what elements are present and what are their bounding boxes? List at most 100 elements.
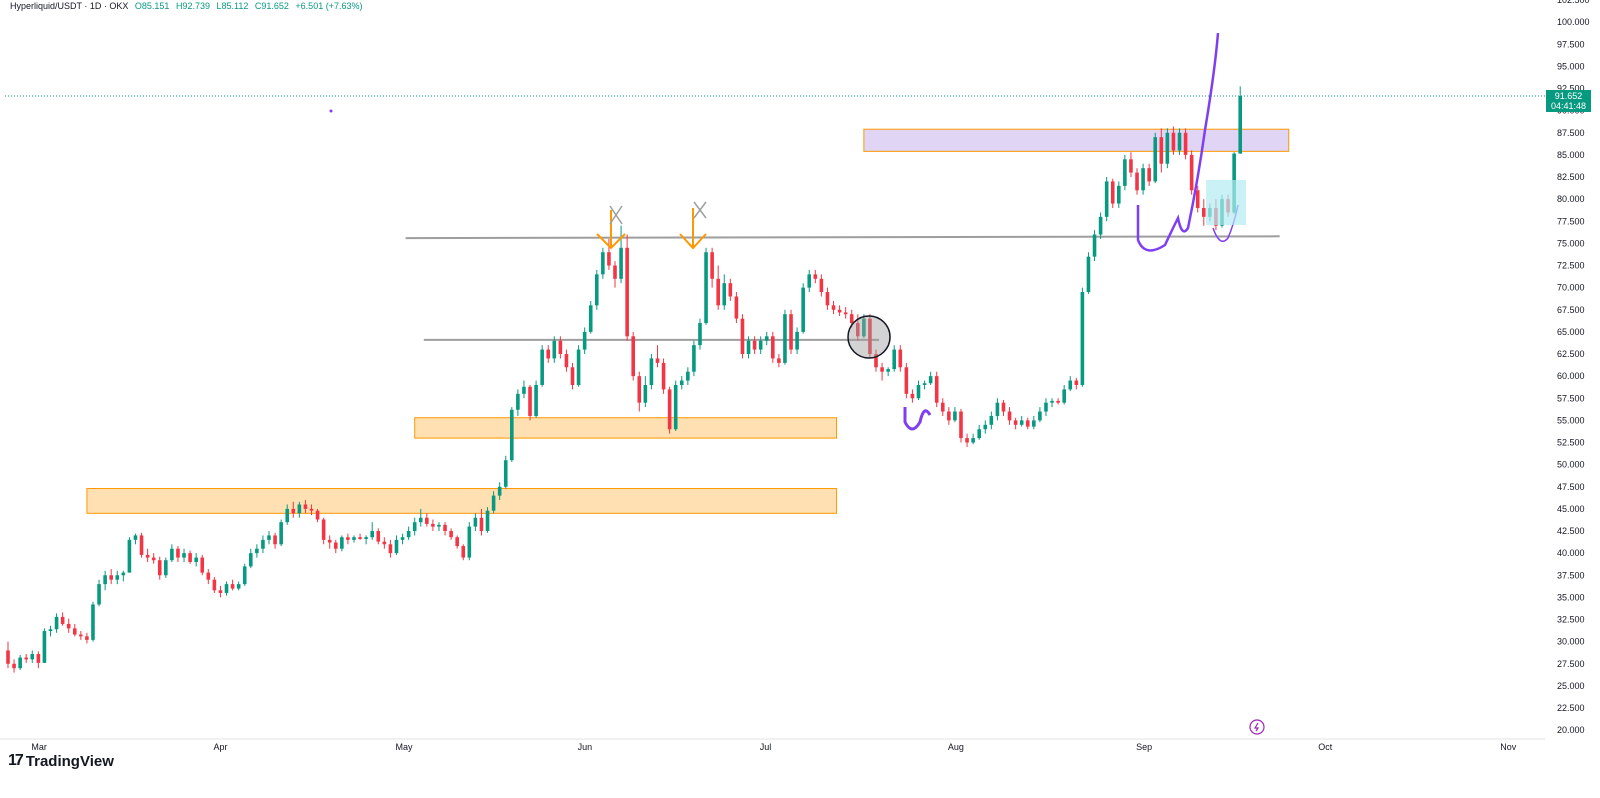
candle-body: [1153, 137, 1158, 182]
candle-body: [461, 546, 466, 558]
price-tick-label: 42.500: [1557, 526, 1585, 536]
candle-body: [916, 384, 921, 399]
candle-body: [813, 274, 818, 279]
candle-body: [425, 517, 429, 524]
candle-body: [698, 323, 702, 346]
candle-body: [157, 560, 162, 576]
candle-body: [540, 349, 544, 385]
support-zone-mid: [414, 417, 838, 439]
gray-circle-marker: [847, 315, 891, 359]
candle-body: [752, 340, 757, 350]
candle-body: [18, 657, 22, 669]
price-tick-label: 77.500: [1557, 216, 1585, 226]
price-tick-label: 32.500: [1557, 615, 1585, 625]
candle-body: [740, 318, 745, 355]
candle-body: [1050, 400, 1054, 403]
candle-body: [85, 636, 89, 640]
candle-body: [564, 354, 569, 368]
candle-body: [995, 402, 1000, 416]
high-value: H92.739: [175, 1, 210, 11]
price-tick-label: 97.500: [1557, 39, 1585, 49]
price-tick-label: 85.000: [1557, 150, 1585, 160]
candle-body: [315, 510, 320, 520]
price-tick-label: 20.000: [1557, 725, 1585, 735]
candle-body: [182, 553, 186, 558]
candle-body: [1183, 132, 1188, 155]
candle-body: [934, 376, 939, 403]
last-price-tag: 91.652 04:41:48: [1546, 90, 1591, 112]
candle-body: [874, 354, 878, 368]
candle-body: [194, 557, 198, 562]
candle-body: [1025, 420, 1030, 427]
candle-body: [176, 548, 180, 558]
candle-body: [607, 252, 611, 266]
candle-body: [491, 495, 496, 511]
candle-body: [303, 504, 308, 509]
change-value: +6.501 (+7.63%): [295, 1, 363, 11]
arrow-x-marker-1: [596, 210, 626, 250]
candle-body: [977, 429, 981, 439]
price-tick-label: 30.000: [1557, 637, 1585, 647]
candle-body: [764, 336, 769, 341]
purple-swoosh-drawing: [1136, 32, 1220, 252]
close-value: C91.652: [254, 1, 289, 11]
support-zone-low: [86, 488, 838, 514]
candle-body: [249, 553, 253, 567]
candle-body: [340, 537, 344, 549]
candle-body: [224, 584, 229, 593]
candle-body: [54, 616, 59, 630]
candle-body: [728, 283, 733, 297]
price-tick-label: 40.000: [1557, 548, 1585, 558]
candle-body: [66, 623, 71, 629]
last-price-value: 91.652: [1554, 91, 1583, 101]
candle-body: [1238, 96, 1243, 154]
candle-body: [230, 584, 235, 589]
price-tick-label: 102.500: [1557, 0, 1590, 5]
candle-body: [212, 579, 217, 591]
candle-body: [1135, 172, 1139, 191]
candle-body: [443, 524, 447, 532]
candle-body: [297, 504, 302, 514]
candle-body: [692, 345, 696, 372]
price-tick-label: 60.000: [1557, 371, 1585, 381]
price-tick-label: 22.500: [1557, 703, 1585, 713]
candle-body: [145, 554, 150, 558]
candle-body: [72, 628, 77, 635]
candle-body: [510, 409, 514, 461]
candle-body: [376, 531, 381, 542]
candle-body: [291, 508, 296, 514]
candle-body: [206, 572, 211, 580]
price-tick-label: 25.000: [1557, 681, 1585, 691]
candle-body: [1013, 420, 1018, 425]
candle-body: [36, 654, 41, 663]
price-tick-label: 92.500: [1557, 84, 1585, 94]
candle-body: [613, 265, 617, 279]
price-tick-label: 67.500: [1557, 305, 1585, 315]
cyan-highlight-box: [1206, 180, 1246, 225]
candle-body: [686, 371, 690, 381]
month-tick-label: Mar: [31, 742, 47, 752]
candle-body: [127, 539, 132, 573]
candle-body: [437, 524, 441, 527]
candle-body: [48, 629, 53, 632]
candle-body: [188, 553, 192, 562]
price-tick-label: 52.500: [1557, 438, 1585, 448]
resistance-zone-top: [863, 128, 1290, 152]
price-tick-label: 80.000: [1557, 194, 1585, 204]
candle-body: [679, 380, 684, 385]
candle-body: [649, 358, 654, 385]
candle-body: [1159, 137, 1164, 164]
month-tick-label: Nov: [1500, 742, 1517, 752]
price-tick-label: 87.500: [1557, 128, 1585, 138]
candle-body: [473, 517, 478, 527]
price-tick-label: 62.500: [1557, 349, 1585, 359]
candle-body: [1007, 411, 1012, 421]
candle-body: [758, 340, 763, 350]
candle-body: [388, 544, 393, 554]
price-tick-label: 82.500: [1557, 172, 1585, 182]
tradingview-brand[interactable]: 17 TradingView: [8, 752, 114, 770]
candle-body: [133, 535, 138, 540]
candle-body: [455, 537, 459, 547]
candle-body: [115, 575, 120, 580]
